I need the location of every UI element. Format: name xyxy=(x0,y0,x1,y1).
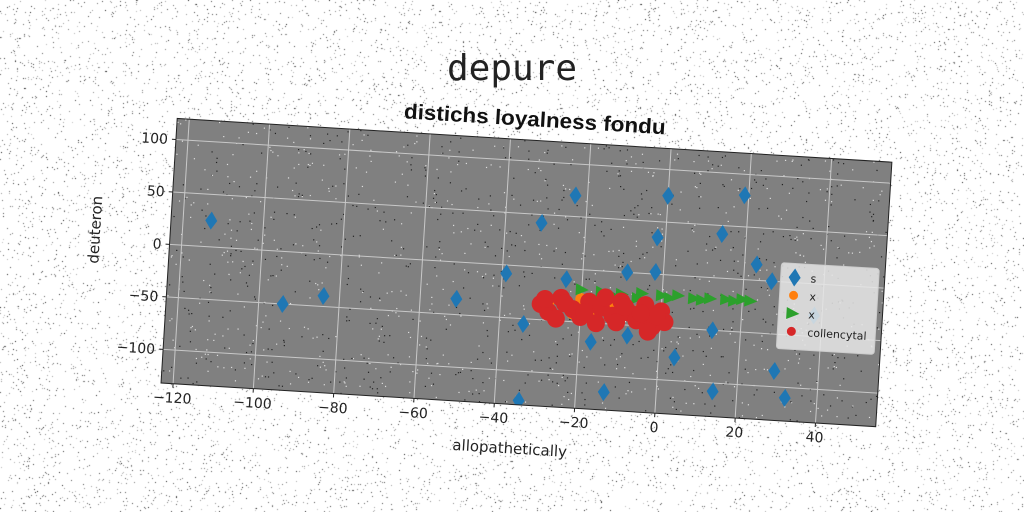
y-tick-label: 0 xyxy=(152,236,162,253)
page-title: depure xyxy=(446,48,578,89)
point-s xyxy=(738,186,751,205)
x-tick-label: −80 xyxy=(318,400,348,418)
legend-marker xyxy=(789,290,799,300)
point-collencytal xyxy=(631,304,650,323)
point-x xyxy=(727,294,742,307)
point-collencytal xyxy=(555,294,574,313)
point-collencytal xyxy=(575,302,594,321)
x-gridline xyxy=(172,119,190,384)
point-s xyxy=(500,264,513,283)
point-s xyxy=(696,423,709,427)
x-gridline xyxy=(574,143,592,409)
point-x xyxy=(575,283,589,296)
point-collencytal xyxy=(546,309,565,328)
point-s xyxy=(584,332,597,351)
y-gridline xyxy=(163,348,878,394)
y-tick-label: −50 xyxy=(128,288,158,306)
point-s xyxy=(569,186,582,205)
legend-marker xyxy=(788,268,801,287)
point-s xyxy=(662,186,675,205)
point-collencytal xyxy=(607,313,626,332)
point-x xyxy=(744,294,758,307)
point-s xyxy=(649,263,662,282)
point-collencytal xyxy=(616,298,635,317)
legend-label: x xyxy=(809,290,817,303)
legend-label: collencytal xyxy=(807,326,867,343)
point-s xyxy=(205,211,218,230)
x-tick-label: −120 xyxy=(152,390,191,408)
point-x xyxy=(719,293,734,306)
point-s xyxy=(706,382,719,401)
x-tick-label: 20 xyxy=(725,425,744,442)
point-s xyxy=(706,321,719,340)
point-collencytal xyxy=(647,307,666,326)
legend-marker xyxy=(786,326,796,336)
point-s xyxy=(668,348,681,367)
series-0 xyxy=(205,186,820,427)
point-s xyxy=(768,361,781,380)
point-s xyxy=(750,255,763,274)
x-tick-label: 0 xyxy=(649,420,659,437)
point-s xyxy=(450,289,463,308)
point-s xyxy=(651,228,664,247)
legend-label: s xyxy=(810,272,817,285)
plot-area xyxy=(161,118,892,427)
y-gridline xyxy=(169,243,885,289)
point-collencytal xyxy=(638,322,657,341)
y-tick-label: 100 xyxy=(141,130,169,148)
point-x xyxy=(631,291,645,304)
point-s xyxy=(778,388,791,407)
plot-frame xyxy=(160,117,893,428)
y-gridline xyxy=(175,138,891,184)
x-tick-label: −40 xyxy=(478,409,508,427)
point-x xyxy=(687,292,702,305)
x-axis-label: allopathetically xyxy=(452,436,568,461)
point-s xyxy=(765,272,778,291)
point-collencytal xyxy=(596,288,615,307)
point-s xyxy=(317,287,330,305)
point-s xyxy=(621,263,634,282)
point-x xyxy=(695,293,710,306)
x-gridline xyxy=(252,124,271,389)
y-gridline xyxy=(172,191,888,237)
x-tick-label: −20 xyxy=(558,414,588,432)
point-collencytal xyxy=(586,314,605,333)
x-gridline xyxy=(333,128,351,394)
x-tick-label: −60 xyxy=(398,405,428,423)
point-x xyxy=(663,291,677,304)
y-axis-label: deuteron xyxy=(84,195,106,264)
x-tick-label: −100 xyxy=(233,394,272,412)
point-s xyxy=(276,295,289,314)
point-s xyxy=(716,224,729,243)
data-points xyxy=(205,186,820,427)
series-3 xyxy=(531,288,674,341)
legend-box xyxy=(775,262,880,355)
x-tick-label: 40 xyxy=(805,429,824,446)
point-s xyxy=(597,383,610,402)
point-s xyxy=(621,326,634,345)
point-s xyxy=(535,213,548,232)
x-gridline xyxy=(413,133,431,399)
legend-label: x xyxy=(808,308,816,321)
y-tick-label: 50 xyxy=(146,183,165,200)
legend-marker xyxy=(786,307,800,320)
y-tick-label: −100 xyxy=(116,340,155,358)
chart-title: distichs loyalness fondu xyxy=(403,100,666,139)
point-s xyxy=(517,315,530,333)
point-x xyxy=(655,289,670,302)
point-s xyxy=(560,270,573,289)
point-collencytal xyxy=(535,289,554,308)
